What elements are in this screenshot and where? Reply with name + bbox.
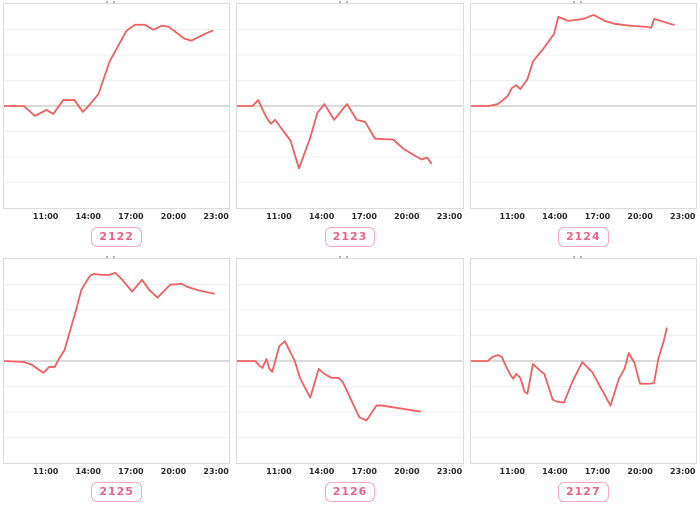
x-tick-label: 17:00 [118, 467, 144, 476]
title-dot [339, 1, 342, 3]
chart-panel [236, 3, 464, 209]
chart-id-badge[interactable]: 2126 [324, 482, 376, 502]
x-tick-label: 17:00 [584, 212, 611, 221]
x-axis-ticks: 11:00 14:00 17:00 20:00 23:00 [236, 209, 463, 224]
title-dot [113, 256, 116, 258]
chart-panel [469, 3, 697, 209]
x-tick-label: 14:00 [75, 212, 101, 221]
x-tick-label: 23:00 [436, 467, 463, 476]
x-tick-label: 17:00 [351, 467, 377, 476]
chart-id-badge[interactable]: 2122 [91, 227, 142, 247]
x-tick-label: 20:00 [627, 467, 653, 476]
x-tick-label: 23:00 [203, 212, 229, 221]
x-tick-label: 20:00 [627, 212, 653, 221]
clipped-title-fragment [230, 0, 457, 3]
data-series-line [237, 340, 422, 422]
x-axis-ticks: 11:00 14:00 17:00 20:00 23:00 [470, 464, 697, 479]
chart-cell-2123: 11:00 14:00 17:00 20:00 23:00 2123 [236, 0, 464, 250]
x-tick-label: 14:00 [308, 467, 335, 476]
clipped-title-fragment [0, 0, 224, 3]
x-tick-label: 23:00 [203, 467, 229, 476]
x-tick-label: 14:00 [308, 212, 335, 221]
chart-cell-2127: 11:00 14:00 17:00 20:00 23:00 2127 [469, 250, 697, 505]
line-chart-2124 [470, 14, 696, 184]
chart-cell-2122: 11:00 14:00 17:00 20:00 23:00 2122 [0, 0, 231, 250]
data-series-line [470, 327, 668, 407]
badge-row: 2122 [3, 227, 230, 247]
title-dot [572, 1, 575, 3]
x-tick-label: 20:00 [160, 212, 187, 221]
x-tick-label: 23:00 [436, 212, 463, 221]
chart-id-badge[interactable]: 2123 [324, 227, 376, 247]
title-dot [113, 1, 116, 3]
title-dot [579, 256, 582, 258]
x-axis-ticks: 11:00 14:00 17:00 20:00 23:00 [3, 209, 230, 224]
title-dot [106, 256, 109, 258]
line-chart-2123 [237, 29, 463, 184]
x-axis-ticks: 11:00 14:00 17:00 20:00 23:00 [236, 464, 463, 479]
x-tick-label: 17:00 [584, 467, 611, 476]
x-tick-label: 14:00 [542, 467, 568, 476]
title-dot [346, 1, 349, 3]
badge-row: 2127 [470, 482, 697, 502]
clipped-title-fragment [230, 255, 457, 258]
title-dot [579, 1, 582, 3]
chart-id-badge[interactable]: 2124 [558, 227, 609, 247]
x-axis-ticks: 11:00 14:00 17:00 20:00 23:00 [3, 464, 230, 479]
line-chart-2122 [4, 23, 230, 184]
badge-row: 2123 [236, 227, 463, 247]
chart-cell-2125: 11:00 14:00 17:00 20:00 23:00 2125 [0, 250, 231, 505]
x-tick-label: 17:00 [351, 212, 377, 221]
line-chart-2127 [470, 284, 696, 439]
x-tick-label: 11:00 [32, 212, 59, 221]
x-tick-label: 11:00 [499, 467, 525, 476]
x-tick-label: 14:00 [542, 212, 568, 221]
badge-row: 2124 [470, 227, 697, 247]
chart-panel [236, 258, 464, 464]
data-series-line [470, 14, 675, 107]
badge-row: 2126 [236, 482, 463, 502]
chart-panel [3, 258, 231, 464]
x-tick-label: 11:00 [266, 212, 292, 221]
x-tick-label: 11:00 [266, 467, 292, 476]
data-series-line [4, 23, 214, 117]
clipped-title-fragment [464, 255, 691, 258]
x-tick-label: 11:00 [32, 467, 59, 476]
chart-panel [3, 3, 231, 209]
x-tick-label: 23:00 [670, 212, 696, 221]
chart-id-badge[interactable]: 2127 [558, 482, 609, 502]
x-tick-label: 20:00 [160, 467, 187, 476]
x-tick-label: 14:00 [75, 467, 101, 476]
title-dot [106, 1, 109, 3]
data-series-line [237, 99, 433, 170]
data-series-line [4, 271, 215, 374]
badge-row: 2125 [3, 482, 230, 502]
clipped-title-fragment [464, 0, 691, 3]
x-tick-label: 23:00 [670, 467, 696, 476]
chart-id-badge[interactable]: 2125 [91, 482, 142, 502]
chart-cell-2124: 11:00 14:00 17:00 20:00 23:00 2124 [469, 0, 697, 250]
title-dot [572, 256, 575, 258]
x-tick-label: 17:00 [118, 212, 144, 221]
x-tick-label: 11:00 [499, 212, 525, 221]
x-tick-label: 20:00 [394, 212, 420, 221]
clipped-title-fragment [0, 255, 224, 258]
title-dot [346, 256, 349, 258]
x-tick-label: 20:00 [394, 467, 420, 476]
line-chart-2125 [4, 271, 230, 439]
chart-cell-2126: 11:00 14:00 17:00 20:00 23:00 2126 [236, 250, 464, 505]
title-dot [339, 256, 342, 258]
line-chart-2126 [237, 284, 463, 439]
x-axis-ticks: 11:00 14:00 17:00 20:00 23:00 [470, 209, 697, 224]
chart-panel [469, 258, 697, 464]
